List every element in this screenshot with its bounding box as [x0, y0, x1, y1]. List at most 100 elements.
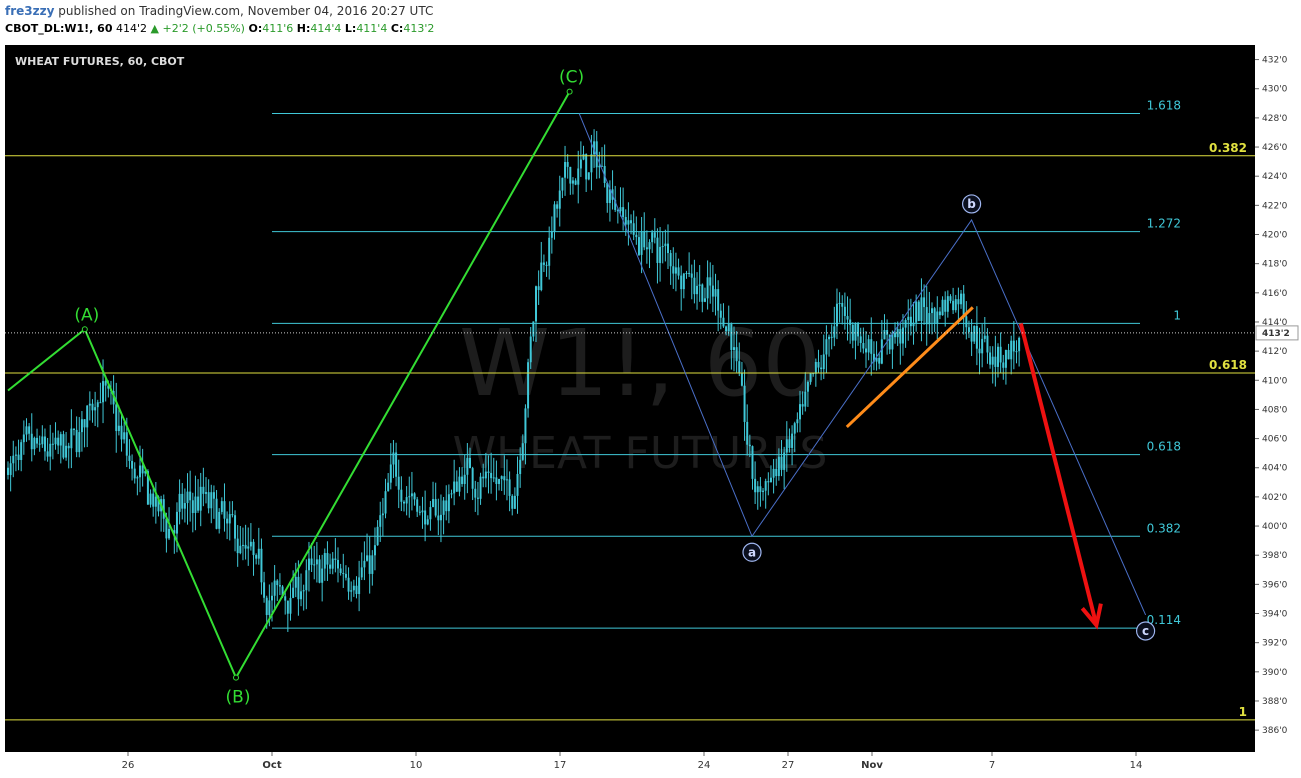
- candle-body: [313, 564, 316, 566]
- candle-body: [62, 434, 65, 458]
- candle-body: [608, 189, 611, 204]
- candle-body: [315, 559, 318, 565]
- candle-body: [492, 477, 495, 479]
- candle-body: [178, 493, 181, 512]
- candle-body: [286, 600, 289, 614]
- candle-body: [152, 493, 155, 507]
- candle-body: [703, 298, 706, 302]
- candle-body: [91, 403, 94, 411]
- price-axis[interactable]: [1255, 45, 1301, 778]
- time-axis[interactable]: [0, 752, 1255, 778]
- candle-body: [719, 310, 722, 318]
- candle-body: [255, 555, 258, 559]
- candle-body: [226, 518, 229, 524]
- candle-body: [516, 474, 519, 496]
- candle-body: [59, 434, 62, 446]
- candle-body: [186, 491, 189, 504]
- last-price: 414'2: [115, 22, 148, 35]
- candle-body: [941, 299, 944, 316]
- candle-body: [323, 553, 326, 569]
- candle-body: [236, 538, 239, 554]
- candle-body: [220, 501, 223, 512]
- candle-body: [659, 246, 662, 263]
- candle-body: [366, 555, 369, 561]
- candle-body: [484, 471, 487, 479]
- wave-label: (B): [226, 688, 251, 708]
- x-tick-label: Nov: [861, 760, 883, 771]
- candle-body: [685, 273, 688, 275]
- candle-body: [838, 302, 841, 304]
- candle-body: [260, 548, 263, 583]
- candle-body: [901, 327, 904, 344]
- x-tick-label: Oct: [262, 760, 281, 771]
- author-link[interactable]: fre3zzy: [5, 4, 55, 18]
- candle-body: [115, 404, 118, 432]
- candle-body: [326, 553, 329, 565]
- candle-body: [854, 322, 857, 341]
- candle-body: [57, 437, 60, 446]
- candle-body: [714, 289, 717, 297]
- candle-body: [397, 476, 400, 490]
- candle-body: [157, 496, 160, 512]
- candle-body: [841, 302, 844, 307]
- candle-body: [136, 477, 139, 479]
- candle-body: [83, 419, 86, 428]
- candle-body: [733, 347, 735, 350]
- candle-body: [447, 494, 450, 512]
- candle-body: [928, 313, 931, 325]
- fib-level-label: 1: [1239, 705, 1247, 719]
- candle-body: [764, 481, 767, 491]
- chart-plot-area[interactable]: [5, 45, 1255, 752]
- candle-body: [133, 468, 136, 479]
- candle-body: [175, 511, 178, 534]
- candle-body: [772, 468, 775, 478]
- candle-body: [173, 530, 176, 534]
- fib-level-label: 1: [1173, 308, 1181, 322]
- candle-body: [231, 514, 234, 516]
- candle-body: [234, 515, 237, 539]
- candle-body: [756, 486, 759, 493]
- candle-body: [999, 346, 1002, 363]
- candle-body: [46, 451, 49, 457]
- wave-minor-label: c: [1142, 624, 1149, 638]
- candle-body: [548, 237, 551, 266]
- wave-main-line: [7, 91, 571, 680]
- candle-body: [983, 335, 986, 339]
- candle-body: [978, 348, 981, 354]
- candle-body: [22, 434, 25, 443]
- candle-body: [828, 336, 831, 340]
- candle-body: [123, 432, 126, 440]
- candle-body: [228, 514, 231, 524]
- candle-body: [1007, 349, 1010, 360]
- candle-body: [20, 442, 23, 460]
- candle-body: [727, 323, 730, 332]
- candle-body: [424, 510, 427, 525]
- candle-body: [970, 331, 973, 342]
- candle-body: [94, 407, 97, 411]
- candle-body: [566, 162, 569, 167]
- candle-body: [12, 455, 15, 464]
- candle-body: [601, 165, 603, 167]
- y-tick-label: 398'0: [1262, 551, 1288, 561]
- candle-body: [146, 471, 149, 505]
- candle-body: [276, 580, 279, 586]
- forecast-arrow-line: [1018, 322, 1099, 626]
- candle-body: [730, 323, 733, 350]
- candle-body: [223, 501, 226, 519]
- candle-body: [1010, 340, 1013, 360]
- candle-body: [14, 454, 17, 456]
- candle-body: [643, 231, 646, 248]
- candle-body: [799, 404, 801, 420]
- candle-body: [149, 493, 152, 505]
- candle-body: [80, 419, 83, 433]
- candle-body: [215, 498, 218, 529]
- candle-body: [740, 372, 743, 386]
- candle-body: [849, 319, 852, 325]
- candle-body: [344, 573, 347, 578]
- symbol-label: CBOT_DL:W1!, 60: [5, 22, 113, 35]
- candle-body: [434, 499, 437, 516]
- y-tick-label: 406'0: [1262, 435, 1288, 445]
- candle-body: [511, 495, 514, 509]
- trend-line: [845, 306, 974, 429]
- candle-body: [989, 352, 992, 365]
